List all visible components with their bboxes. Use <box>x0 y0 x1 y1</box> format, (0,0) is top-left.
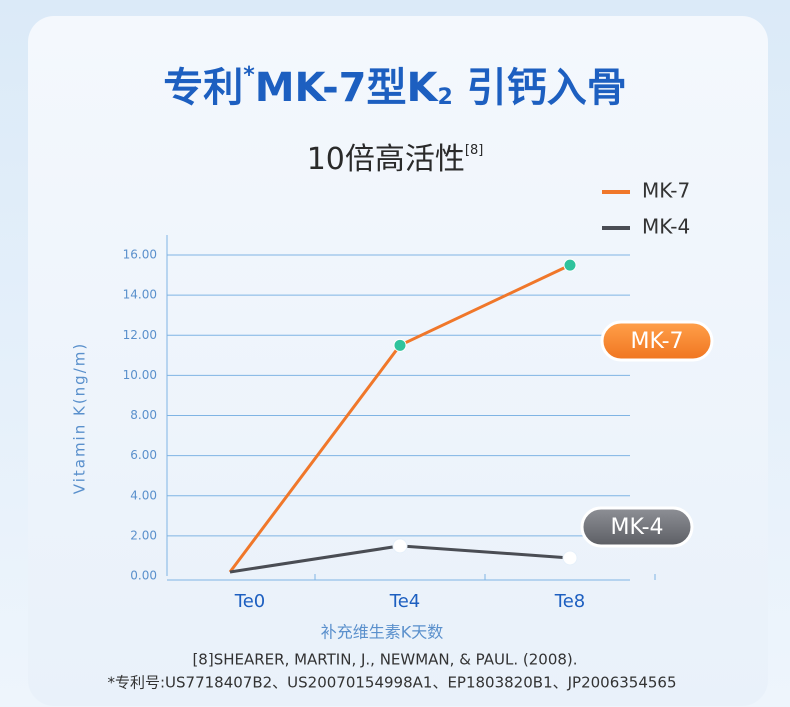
x-axis-label: 补充维生素K天数 <box>321 623 444 642</box>
point <box>393 338 407 352</box>
title-part: MK-7型K <box>255 65 440 111</box>
y-tick-label: 2.00 <box>130 528 157 542</box>
subtitle: 10倍高活性[8] <box>307 142 484 177</box>
subtitle-part: [8] <box>465 143 483 158</box>
y-tick-label: 12.00 <box>123 328 157 342</box>
point <box>392 538 408 554</box>
title-part: * <box>243 63 255 88</box>
callout-label: MK-7 <box>630 329 683 354</box>
callout-label: MK-4 <box>610 515 663 540</box>
subtitle-part: 10倍高活性 <box>307 142 465 177</box>
title-part: 专利 <box>163 65 243 111</box>
y-tick-label: 16.00 <box>123 248 157 262</box>
x-tick-label: Te4 <box>389 591 420 612</box>
legend-label: MK-7 <box>642 179 690 203</box>
x-tick-label: Te8 <box>554 591 585 612</box>
x-tick-label: Te0 <box>234 591 265 612</box>
point <box>562 550 578 566</box>
y-axis-label: Vitamin K(ng/m) <box>71 342 89 494</box>
title-part: 2 <box>438 85 453 110</box>
y-tick-label: 6.00 <box>130 448 157 462</box>
y-tick-label: 4.00 <box>130 488 157 502</box>
point <box>563 258 577 272</box>
y-tick-label: 0.00 <box>130 569 157 583</box>
legend-label: MK-4 <box>642 215 690 239</box>
y-tick-label: 8.00 <box>130 408 157 422</box>
y-tick-label: 10.00 <box>123 368 157 382</box>
title-part: 引钙入骨 <box>453 65 627 111</box>
chart-title: 专利*MK-7型K2 引钙入骨 <box>163 63 627 111</box>
callout-tag <box>600 320 714 362</box>
y-tick-label: 14.00 <box>123 288 157 302</box>
footnote: *专利号:US7718407B2、US20070154998A1、EP18038… <box>107 674 676 692</box>
footnote: [8]SHEARER, MARTIN, J., NEWMAN, & PAUL. … <box>192 651 577 669</box>
callout-tag <box>580 506 694 548</box>
